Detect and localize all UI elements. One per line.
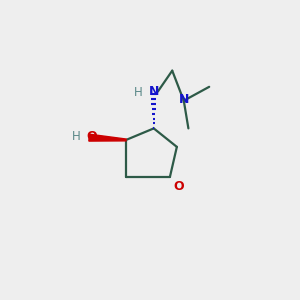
Text: N: N [149, 85, 159, 98]
Text: N: N [179, 93, 189, 106]
Text: H: H [134, 86, 143, 99]
Polygon shape [89, 134, 126, 141]
Text: O: O [174, 180, 184, 193]
Text: O: O [86, 130, 97, 143]
Text: H: H [72, 130, 81, 143]
